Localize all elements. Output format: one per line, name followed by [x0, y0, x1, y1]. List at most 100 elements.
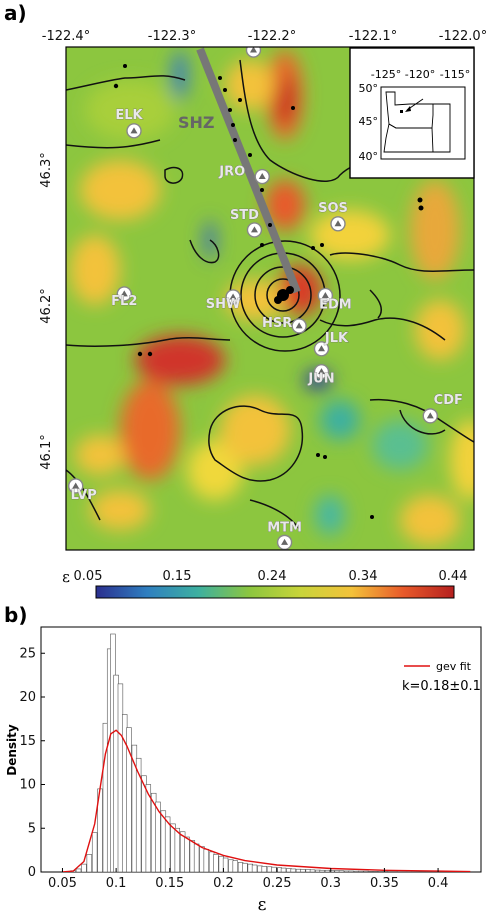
y-tick-label: 25 — [19, 646, 36, 661]
lat-tick-label: 46.3° — [39, 152, 54, 187]
histogram-y-ticks: 0 5 10 15 20 25 — [19, 646, 45, 880]
heatmap-blob — [172, 50, 188, 100]
station-label: JRO — [218, 165, 245, 180]
colorbar-gradient — [95, 585, 455, 599]
inset-washington-outline — [385, 91, 434, 129]
y-tick-label: 20 — [19, 690, 36, 705]
contour-line — [369, 398, 474, 443]
histogram-bar — [193, 843, 200, 872]
station-triangle-icon — [317, 368, 325, 375]
station-label: JUN — [307, 372, 334, 387]
station-triangle-icon — [281, 538, 289, 545]
lat-tick-label: 46.2° — [39, 288, 54, 323]
y-tick-label: 10 — [19, 778, 36, 793]
seismicity-cluster — [286, 286, 294, 294]
map-frame — [65, 46, 475, 551]
histogram-bar — [271, 866, 277, 872]
contour-line — [189, 239, 220, 264]
histogram-bar — [358, 870, 364, 872]
colorbar-tick: 0.15 — [163, 569, 192, 584]
histogram-bar — [222, 857, 229, 872]
lon-tick-label: -122.4° — [42, 29, 90, 44]
x-tick-label: 0.05 — [48, 876, 77, 891]
gev-fit-curve — [62, 729, 471, 872]
histogram-bar — [164, 816, 171, 872]
x-tick-label: 0.3 — [320, 876, 341, 891]
histogram-bar — [184, 836, 190, 872]
heatmap-blob — [320, 400, 360, 440]
station-label: FL2 — [111, 294, 137, 309]
station-triangle-icon — [229, 293, 237, 300]
inset-location-marker — [400, 110, 403, 113]
histogram-bar — [126, 727, 132, 872]
contour-lines — [66, 59, 474, 531]
seismicity-cluster — [274, 296, 282, 304]
station-fl2: FL2 — [111, 286, 138, 309]
colorbar: ε 0.05 0.15 0.24 0.34 0.44 — [62, 568, 468, 599]
contour-ring — [266, 278, 300, 312]
heatmap-blob — [80, 160, 160, 220]
heatmap-blob — [90, 490, 150, 530]
histogram-bar — [348, 870, 354, 872]
station-mtm: MTM — [267, 520, 302, 550]
heatmap-blob — [120, 380, 180, 480]
station-label: ELK — [115, 108, 143, 123]
x-tick-label: 0.1 — [106, 876, 127, 891]
histogram-bar — [91, 832, 98, 872]
histogram-bar — [81, 863, 87, 872]
seismicity-point — [223, 88, 227, 92]
seismicity-point — [417, 197, 423, 203]
station-label: JLK — [324, 331, 349, 346]
station-label: SHW — [206, 297, 241, 312]
station-label: SOS — [318, 201, 348, 216]
station-triangle-icon — [130, 127, 138, 134]
colorbar-tick: 0.05 — [74, 569, 103, 584]
heatmap-blob — [220, 395, 290, 465]
histogram-bar — [86, 854, 93, 872]
station-label: MTM — [267, 520, 302, 535]
seismicity-point — [418, 205, 424, 211]
lon-tick-label: -122.2° — [248, 29, 296, 44]
histogram-bar — [309, 869, 316, 872]
histogram-ylabel: Density — [5, 724, 19, 776]
histogram-xlabel: ε — [258, 895, 267, 914]
histogram-bar — [232, 860, 238, 872]
contour-line — [369, 289, 382, 319]
histogram-x-ticks: 0.05 0.1 0.15 0.2 0.25 0.3 0.35 0.4 — [48, 868, 448, 891]
histogram-bar — [319, 869, 325, 872]
inset-plot-area — [380, 86, 466, 160]
seismicity-point — [123, 64, 127, 68]
station-cdf: CDF — [422, 393, 463, 424]
station-elk: ELK — [115, 108, 144, 139]
inset-arrow-head — [405, 106, 411, 112]
seismicity-point — [320, 243, 324, 247]
colorbar-tick: 0.24 — [258, 569, 287, 584]
x-tick-label: 0.35 — [370, 876, 399, 891]
station-triangle-icon — [295, 322, 303, 329]
histogram-bar — [338, 870, 345, 872]
seismicity-point — [233, 138, 237, 142]
lon-tick-label: -122.3° — [148, 29, 196, 44]
inset-lat-tick: 45° — [359, 115, 379, 128]
heatmap-blob — [265, 180, 305, 230]
contour-line — [66, 469, 101, 521]
inset-lat-tick: 40° — [359, 150, 379, 163]
heatmap-blob — [70, 235, 120, 305]
colorbar-tick: 0.44 — [439, 569, 468, 584]
station-jlk: JLK — [313, 330, 349, 357]
y-tick-label: 0 — [28, 865, 36, 880]
seismicity-point — [113, 83, 119, 89]
station-markers: TDL ELK JRO SOS STD FL2 SHW EDM HSR JLK JUN CDF LVP M… — [68, 47, 463, 550]
x-tick-label: 0.2 — [213, 876, 234, 891]
station-label: HSR — [262, 316, 292, 331]
station-triangle-icon — [258, 173, 266, 180]
lon-tick-label: -122.0° — [439, 29, 487, 44]
station-std: STD — [230, 208, 263, 238]
heatmap-blob — [275, 75, 295, 125]
histogram-bar — [300, 869, 306, 872]
seismicity-point — [260, 243, 264, 247]
contour-line — [66, 75, 186, 91]
station-label: CDF — [434, 393, 463, 408]
y-tick-label: 5 — [28, 821, 36, 836]
